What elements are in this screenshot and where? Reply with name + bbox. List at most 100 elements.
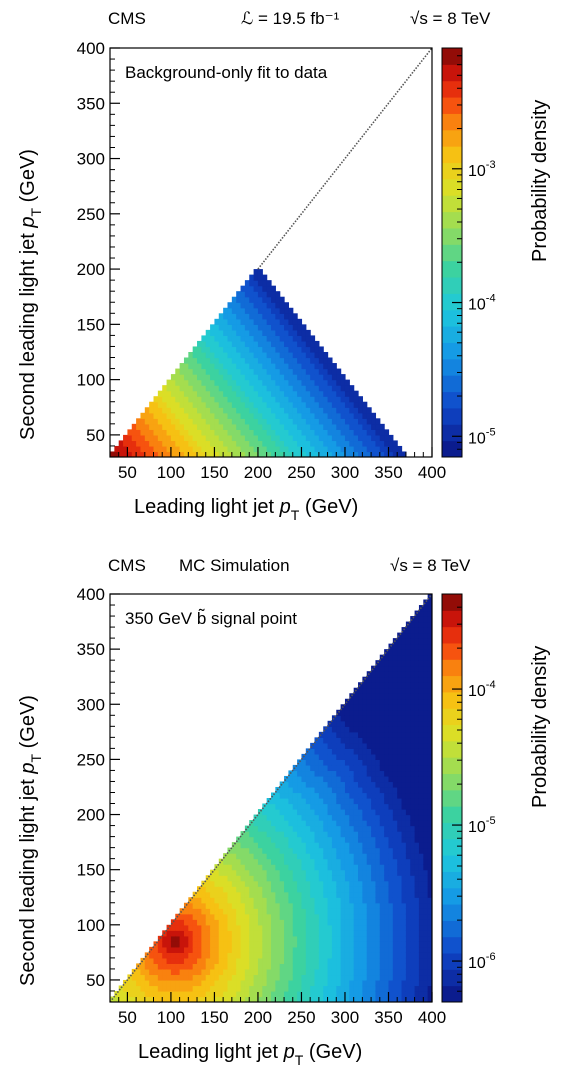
heatmap-cell (371, 764, 377, 772)
heatmap-cell (384, 445, 390, 453)
heatmap-cell (284, 318, 289, 325)
heatmap-cell (197, 351, 202, 359)
heatmap-cell (414, 946, 420, 953)
heatmap-cell (410, 720, 416, 727)
heatmap-cell (166, 941, 172, 948)
heatmap-cell (371, 704, 377, 711)
heatmap-cell (392, 957, 398, 964)
heatmap-cell (310, 357, 316, 364)
heatmap-cell (314, 880, 320, 887)
heatmap-cell (284, 440, 289, 447)
heatmap-cell (353, 704, 359, 711)
heatmap-cell (344, 451, 350, 457)
heatmap-cell (418, 682, 424, 689)
heatmap-cell (288, 963, 294, 970)
heatmap-cell (327, 814, 333, 821)
heatmap-cell (340, 434, 346, 442)
heatmap-cell (236, 908, 242, 915)
heatmap-cell (405, 891, 411, 898)
heatmap-cell (366, 847, 372, 854)
heatmap-cell (201, 407, 207, 414)
heatmap-cell (327, 374, 333, 381)
heatmap-cell (327, 401, 333, 408)
heatmap-cell (318, 418, 324, 425)
heatmap-cell (318, 764, 324, 772)
heatmap-cell (423, 952, 429, 959)
heatmap-cell (331, 974, 337, 981)
heatmap-cell (327, 930, 333, 937)
heatmap-cell (214, 946, 220, 953)
heatmap-cell (371, 809, 377, 816)
colorbar-level (442, 309, 462, 327)
heatmap-cell (340, 809, 346, 816)
heatmap-cell (262, 996, 268, 1002)
heatmap-cell (227, 853, 233, 860)
heatmap-cell (210, 390, 216, 397)
heatmap-cell (192, 996, 198, 1002)
heatmap-cell (253, 346, 259, 353)
heatmap-cell (427, 919, 432, 926)
heatmap-cell (210, 875, 216, 882)
heatmap-cell (371, 891, 377, 898)
heatmap-cell (257, 809, 263, 816)
heatmap-cell (388, 974, 394, 981)
heatmap-cell (314, 786, 320, 794)
heatmap-cell (379, 726, 385, 733)
heatmap-cell (388, 930, 394, 937)
heatmap-cell (223, 390, 229, 397)
heatmap-cell (427, 720, 432, 727)
heatmap-cell (253, 313, 259, 320)
heatmap-cell (358, 434, 363, 442)
heatmap-cell (318, 985, 324, 992)
heatmap-cell (179, 913, 185, 920)
heatmap-cell (340, 731, 346, 738)
heatmap-cell (418, 737, 424, 744)
heatmap-cell (427, 660, 432, 667)
heatmap-cell (253, 318, 259, 325)
heatmap-cell (284, 340, 289, 348)
heatmap-cell (301, 908, 307, 915)
heatmap-cell (214, 913, 220, 920)
heatmap-cell (170, 924, 176, 931)
heatmap-cell (166, 412, 172, 419)
heatmap-cell (205, 952, 211, 959)
heatmap-cell (388, 825, 394, 832)
heatmap-cell (297, 775, 303, 783)
heatmap-cell (401, 638, 407, 645)
heatmap-cell (244, 307, 250, 314)
heatmap-cell (218, 390, 224, 397)
heatmap-cell (227, 908, 233, 915)
heatmap-cell (375, 957, 381, 964)
heatmap-cell (227, 963, 233, 970)
heatmap-cell (288, 401, 294, 408)
heatmap-cell (214, 401, 220, 408)
heatmap-cell (310, 407, 316, 414)
colorbar-level (442, 97, 462, 114)
heatmap-cell (349, 390, 355, 397)
heatmap-cell (227, 302, 233, 309)
heatmap-cell (384, 985, 390, 992)
heatmap-cell (170, 935, 176, 942)
heatmap-cell (231, 374, 237, 381)
header-energy: √s = 8 TeV (410, 9, 491, 28)
heatmap-cell (197, 941, 202, 948)
heatmap-cell (353, 985, 359, 992)
heatmap-cell (297, 357, 303, 364)
heatmap-cell (257, 445, 263, 453)
heatmap-cell (249, 930, 255, 937)
colorbar-level (442, 642, 462, 660)
heatmap-cell (262, 307, 268, 314)
colorbar-level (442, 48, 462, 65)
heatmap-cell (410, 946, 416, 953)
heatmap-cell (397, 864, 403, 871)
heatmap-cell (284, 864, 289, 871)
heatmap-cell (362, 924, 368, 931)
heatmap-cell (305, 340, 311, 348)
heatmap-cell (271, 820, 276, 827)
heatmap-cell (414, 869, 420, 876)
heatmap-cell (327, 429, 333, 436)
heatmap-cell (192, 908, 198, 915)
heatmap-cell (331, 963, 337, 970)
heatmap-cell (236, 897, 242, 904)
heatmap-cell (201, 957, 207, 964)
